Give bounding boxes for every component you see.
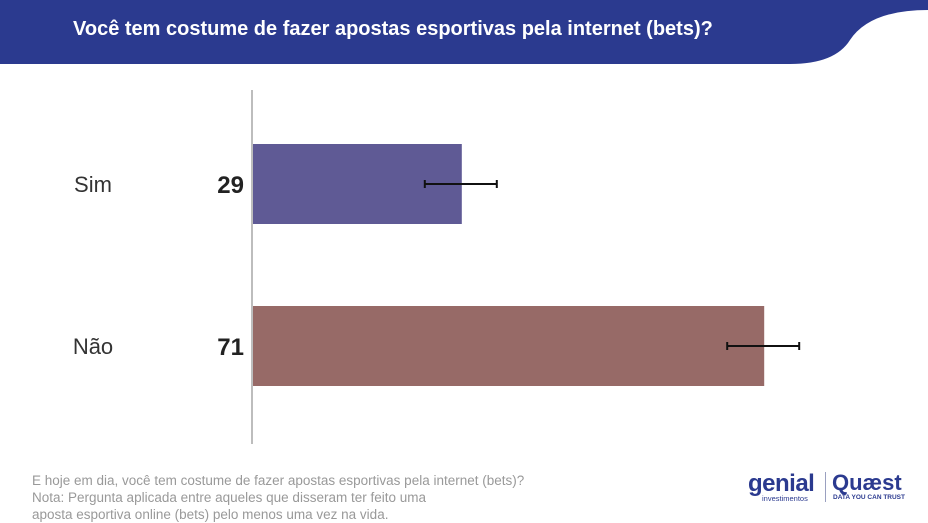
error-bar-0: [423, 180, 498, 188]
footer-question: E hoje em dia, você tem costume de fazer…: [32, 473, 525, 488]
footer-note-line1: Nota: Pergunta aplicada entre aqueles qu…: [32, 490, 426, 505]
header-banner: Você tem costume de fazer apostas esport…: [0, 0, 928, 64]
bar-chart: Sim 29 Não 71: [73, 90, 801, 444]
bar-1: [253, 306, 765, 386]
genial-logo-sub: investimentos: [762, 494, 808, 503]
logos: genial investimentos Quæst DATA YOU CAN …: [748, 470, 908, 506]
footer-notes: E hoje em dia, você tem costume de fazer…: [32, 472, 672, 523]
error-bar-1: [726, 342, 801, 350]
category-label-0: Sim: [74, 172, 112, 197]
value-label-1: 71: [217, 334, 244, 361]
value-label-0: 29: [217, 172, 244, 199]
header-background: [0, 0, 928, 64]
category-label-1: Não: [73, 334, 113, 359]
quaest-logo: Quæst: [832, 470, 902, 495]
logo-divider: [825, 472, 826, 502]
quaest-logo-sub: DATA YOU CAN TRUST: [833, 494, 905, 501]
footer-note-line2: aposta esportiva online (bets) pelo meno…: [32, 507, 389, 522]
page-title: Você tem costume de fazer apostas esport…: [73, 18, 713, 40]
genial-logo: genial: [748, 470, 815, 497]
